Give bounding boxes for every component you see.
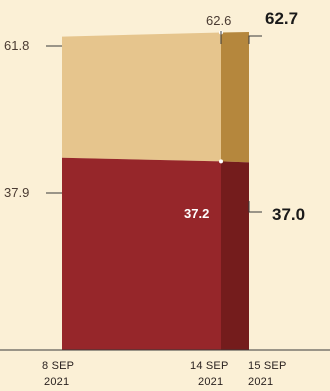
lower-start-label: 37.9 — [4, 185, 29, 200]
lower-mid-point — [219, 159, 223, 164]
x-axis-labels: 8 SEP 2021 14 SEP 2021 15 SEP 2021 — [42, 360, 287, 388]
chart-annotations: 61.8 62.6 62.7 37.9 37.2 37.0 — [4, 9, 305, 224]
upper-end-label: 62.7 — [265, 9, 298, 28]
date-label-3-line-1: 15 SEP — [248, 360, 287, 372]
date-label-1-line-1: 8 SEP — [42, 360, 74, 372]
upper-area-final-segment — [221, 32, 249, 163]
upper-start-label: 61.8 — [4, 38, 29, 53]
date-label-2-line-1: 14 SEP — [190, 360, 229, 372]
lower-area-final-segment — [221, 161, 249, 350]
lower-end-leader — [248, 201, 262, 213]
upper-area-main — [62, 32, 221, 162]
date-label-2-line-2: 2021 — [198, 376, 223, 388]
chart-areas — [62, 30, 249, 350]
upper-end-leader — [248, 35, 262, 44]
lower-area-main — [62, 157, 221, 350]
date-label-1-line-2: 2021 — [44, 376, 69, 388]
date-label-3-line-2: 2021 — [248, 376, 273, 388]
upper-mid-label: 62.6 — [206, 13, 231, 28]
lower-end-label: 37.0 — [272, 205, 305, 224]
lower-mid-label: 37.2 — [184, 206, 209, 221]
